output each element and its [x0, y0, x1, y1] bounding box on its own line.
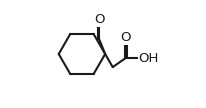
Text: O: O — [94, 13, 105, 26]
Text: OH: OH — [139, 52, 159, 65]
Text: O: O — [120, 31, 130, 44]
